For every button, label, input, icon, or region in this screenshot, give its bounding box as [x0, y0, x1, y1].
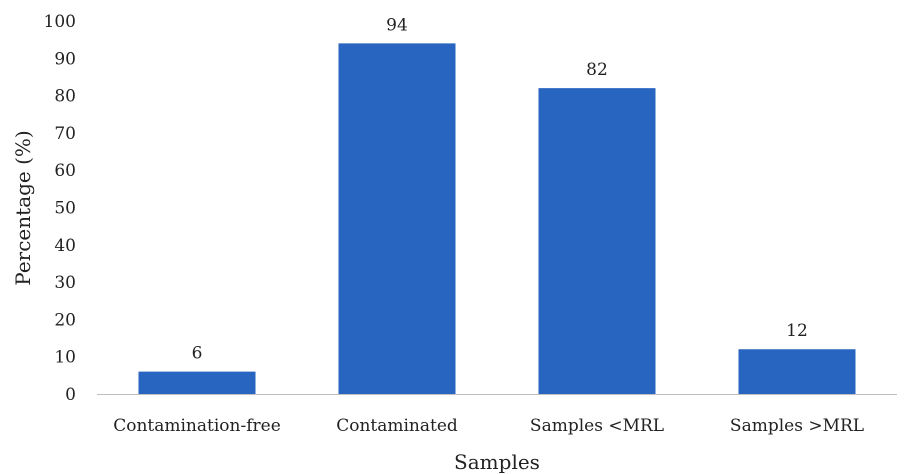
y-axis-title: Percentage (%) [11, 130, 35, 285]
y-tick-label: 20 [54, 310, 76, 330]
category-label: Samples >MRL [730, 416, 864, 436]
bar [738, 349, 856, 394]
y-tick-label: 100 [44, 12, 76, 32]
bar [538, 88, 656, 394]
bar-data-label: 12 [786, 321, 808, 341]
category-label: Contamination-free [113, 416, 281, 436]
y-axis-ticks: 0 10 20 30 40 50 60 70 80 90 100 [44, 12, 76, 405]
y-tick-label: 50 [54, 199, 76, 219]
y-tick-label: 0 [65, 385, 76, 405]
y-tick-label: 10 [54, 348, 76, 368]
category-label: Samples <MRL [530, 416, 664, 436]
bar-data-label: 94 [386, 15, 408, 35]
data-labels-group: 6 94 82 12 [192, 15, 808, 363]
y-tick-label: 30 [54, 273, 76, 293]
bar [138, 371, 256, 394]
bar-data-label: 6 [192, 344, 203, 364]
bars-group [138, 43, 856, 394]
y-tick-label: 60 [54, 161, 76, 181]
y-tick-label: 80 [54, 87, 76, 107]
y-tick-label: 40 [54, 236, 76, 256]
category-label: Contaminated [336, 416, 458, 436]
x-axis-title: Samples [454, 450, 540, 474]
category-labels-group: Contamination-free Contaminated Samples <M… [113, 416, 864, 436]
y-tick-label: 70 [54, 124, 76, 144]
y-tick-label: 90 [54, 49, 76, 69]
bar [338, 43, 456, 394]
bar-data-label: 82 [586, 60, 608, 80]
